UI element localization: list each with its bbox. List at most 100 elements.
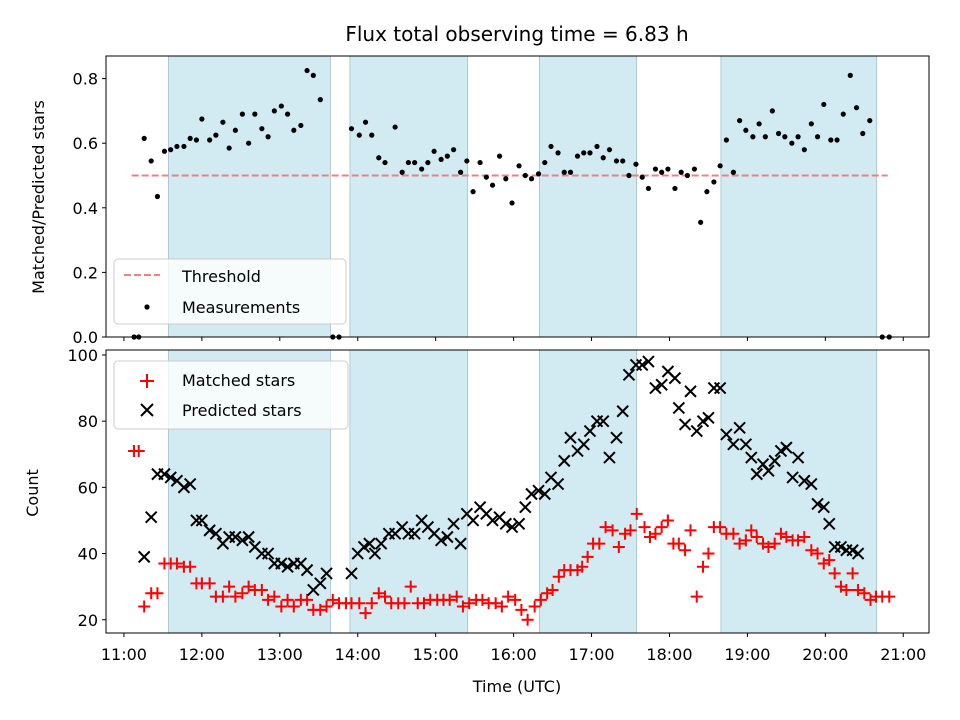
measurements-point	[265, 134, 271, 140]
measurements-point	[444, 153, 450, 159]
measurements-point	[750, 134, 756, 140]
predicted-stars-point	[622, 368, 636, 382]
predicted-stars-point	[649, 381, 662, 395]
measurements-point	[174, 143, 180, 150]
ratio-y-tick-label: 0.6	[73, 134, 98, 153]
measurements-legend-label: Measurements	[182, 298, 300, 317]
count-axes-frame	[105, 349, 930, 634]
measurements-point	[743, 127, 749, 133]
predicted-stars-point	[183, 477, 197, 491]
matched-stars-point	[443, 593, 456, 606]
x-tick-label: 14:00	[335, 645, 381, 664]
measurements-point	[737, 117, 743, 124]
predicted-legend-swatch	[140, 403, 154, 417]
matched-stars-point	[661, 514, 674, 527]
measurements-point	[310, 72, 316, 78]
measurements-point	[665, 166, 671, 172]
predicted-stars-point	[564, 431, 577, 444]
predicted-stars-point	[713, 381, 727, 395]
measurements-point	[672, 185, 678, 192]
measurements-point	[516, 163, 522, 169]
ratio-panel: 0.0 0.2 0.4 0.6 0.8	[73, 55, 930, 347]
predicted-stars-point	[817, 501, 830, 514]
x-tick-label: 17:00	[568, 645, 614, 664]
predicted-stars-point	[635, 358, 649, 372]
matched-stars-point	[268, 590, 281, 603]
matched-stars-point	[739, 534, 752, 547]
bottom-y-axis-label: Count	[23, 469, 42, 517]
predicted-stars-point	[158, 467, 171, 481]
matched-stars-point	[840, 583, 853, 596]
measurements-point	[613, 158, 620, 164]
predicted-stars-point	[668, 371, 682, 385]
matched-stars-point	[314, 603, 327, 616]
predicted-stars-point	[275, 557, 288, 570]
measurements-point	[840, 111, 846, 117]
measurements-point	[161, 148, 168, 154]
predicted-stars-point	[209, 527, 223, 540]
matched-stars-point	[714, 521, 727, 534]
matched-stars-point	[599, 521, 612, 534]
measurements-point	[795, 134, 801, 140]
matched-stars-point	[852, 583, 865, 596]
measurements-point	[847, 72, 853, 78]
predicted-stars-point	[642, 355, 655, 368]
predicted-stars-point	[466, 514, 480, 527]
predicted-stars-point	[137, 550, 151, 564]
matched-stars-point	[768, 537, 781, 550]
matched-stars-point	[858, 587, 871, 600]
matched-stars-point	[552, 570, 565, 583]
predicted-stars-point	[558, 454, 571, 468]
measurements-point	[181, 143, 187, 150]
predicted-stars-point	[434, 534, 448, 547]
matched-stars-point	[255, 583, 268, 596]
predicted-stars-point	[762, 464, 775, 478]
measurements-point	[259, 126, 265, 132]
x-axis-label: Time (UTC)	[472, 677, 561, 696]
predicted-stars-point	[616, 405, 629, 418]
count-observing-band	[720, 349, 878, 634]
measurements-point	[278, 103, 284, 109]
predicted-stars-point	[655, 378, 668, 391]
measurements-point	[821, 101, 827, 108]
matched-stars-point	[417, 597, 430, 610]
ratio-y-tick-label: 0.8	[73, 70, 98, 89]
matched-stars-point	[456, 600, 469, 613]
measurements-point	[141, 135, 147, 141]
predicted-stars-point	[702, 411, 715, 425]
measurements-point	[639, 174, 645, 180]
matched-stars-point	[359, 607, 372, 620]
matched-stars-point	[576, 560, 589, 573]
predicted-stars-point	[300, 563, 314, 577]
measurements-point	[860, 130, 866, 137]
predicted-stars-point	[368, 547, 382, 560]
predicted-stars-point	[538, 487, 551, 501]
predicted-stars-point	[727, 438, 740, 451]
measurements-point	[405, 159, 411, 166]
predicted-stars-point	[229, 530, 242, 544]
ratio-axes-frame	[105, 55, 930, 338]
measurements-point	[581, 150, 587, 156]
measurements-point	[220, 119, 226, 125]
predicted-stars-point	[690, 424, 703, 438]
count-legend-box	[113, 360, 349, 430]
ratio-legend-box	[113, 258, 347, 325]
measurements-point	[399, 169, 405, 175]
measurements-point	[789, 140, 795, 146]
matched-stars-point	[229, 590, 242, 603]
measurements-point	[698, 219, 704, 225]
predicted-stars-point	[610, 431, 623, 444]
matched-stars-point	[521, 613, 534, 626]
count-y-tick-label: 60	[78, 478, 98, 497]
measurements-point	[801, 147, 807, 153]
matched-stars-point	[702, 547, 715, 560]
matched-stars-point	[581, 550, 594, 563]
predicted-stars-point	[774, 444, 788, 458]
predicted-stars-point	[786, 471, 799, 484]
measurements-point	[356, 132, 362, 138]
predicted-stars-point	[720, 428, 733, 441]
measurements-legend-swatch	[144, 304, 150, 310]
measurements-point	[853, 105, 860, 111]
measurements-point	[168, 147, 174, 153]
measurements-point	[528, 176, 535, 182]
